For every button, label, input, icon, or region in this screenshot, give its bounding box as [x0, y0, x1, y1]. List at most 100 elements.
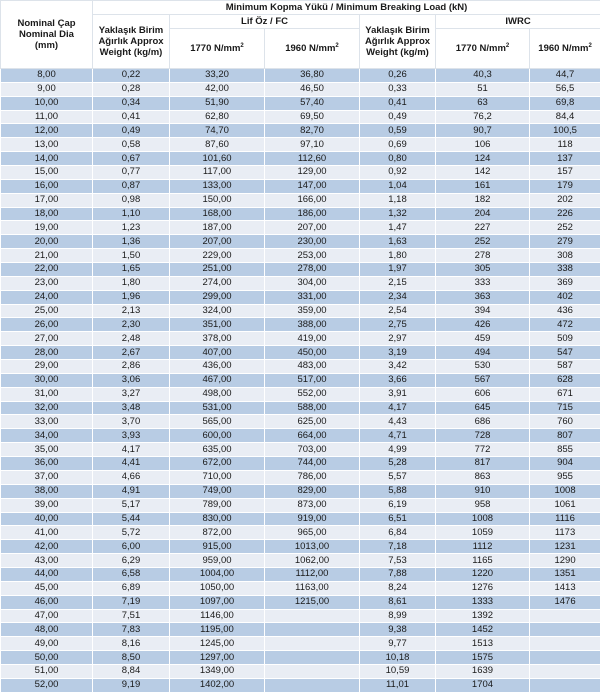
cell-weight-fc: 3,48: [92, 400, 170, 416]
cell-weight-iwrc: 2,75: [359, 317, 436, 333]
cell-weight-fc: 8,84: [92, 663, 170, 679]
cell-iwrc-1960: [528, 622, 600, 638]
cell-diameter: 24,00: [0, 289, 93, 305]
cell-weight-fc: 3,06: [92, 372, 170, 388]
cell-weight-iwrc: 10,59: [359, 663, 436, 679]
cell-diameter: 37,00: [0, 469, 93, 485]
cell-diameter: 11,00: [0, 109, 93, 125]
cell-iwrc-1960: 402: [528, 289, 600, 305]
cell-fc-1960: 919,00: [264, 511, 360, 527]
cell-weight-iwrc: 2,34: [359, 289, 436, 305]
cell-weight-fc: 0,58: [92, 137, 170, 153]
cell-iwrc-1770: 772: [435, 442, 530, 458]
table-row: 25,00 2,13 324,00 359,00 2,54 394 436: [0, 303, 600, 319]
table-row: 47,00 7,51 1146,00 8,99 1392: [0, 608, 600, 624]
cell-iwrc-1770: 686: [435, 414, 530, 430]
cell-fc-1960: 46,50: [264, 81, 360, 97]
cell-weight-iwrc: 0,92: [359, 165, 436, 180]
table-row: 10,00 0,34 51,90 57,40 0,41 63 69,8: [0, 95, 600, 111]
cell-iwrc-1960: 1351: [528, 566, 600, 582]
table-row: 31,00 3,27 498,00 552,00 3,91 606 671: [0, 386, 600, 402]
cell-iwrc-1960: 1061: [528, 497, 600, 513]
cell-iwrc-1960: 369: [528, 275, 600, 291]
cell-iwrc-1960: 436: [528, 303, 600, 319]
table-row: 23,00 1,80 274,00 304,00 2,15 333 369: [0, 275, 600, 291]
cell-fc-1960: [264, 636, 360, 652]
cell-iwrc-1960: 1008: [528, 483, 600, 499]
cell-iwrc-1960: 587: [528, 359, 600, 374]
cell-diameter: 28,00: [0, 345, 93, 361]
cell-fc-1960: 1163,00: [264, 580, 360, 596]
cell-fc-1960: 873,00: [264, 497, 360, 513]
cell-weight-iwrc: 0,49: [359, 109, 436, 125]
cell-iwrc-1770: 459: [435, 331, 530, 347]
table-row: 24,00 1,96 299,00 331,00 2,34 363 402: [0, 289, 600, 305]
table-row: 39,00 5,17 789,00 873,00 6,19 958 1061: [0, 497, 600, 513]
cell-iwrc-1770: 606: [435, 386, 530, 402]
cell-iwrc-1960: 100,5: [528, 123, 600, 139]
cell-iwrc-1770: 1112: [435, 539, 530, 555]
cell-iwrc-1770: 1165: [435, 553, 530, 568]
cell-iwrc-1770: 394: [435, 303, 530, 319]
cell-diameter: 10,00: [0, 95, 93, 111]
cell-weight-fc: 3,93: [92, 428, 170, 444]
cell-weight-fc: 3,70: [92, 414, 170, 430]
cell-weight-iwrc: 7,18: [359, 539, 436, 555]
cell-diameter: 43,00: [0, 553, 93, 568]
cell-diameter: 18,00: [0, 206, 93, 222]
cell-fc-1770: 672,00: [169, 456, 265, 471]
cell-fc-1960: 36,80: [264, 68, 360, 83]
cell-weight-iwrc: 7,53: [359, 553, 436, 568]
cell-fc-1770: 915,00: [169, 539, 265, 555]
table-row: 49,00 8,16 1245,00 9,77 1513: [0, 636, 600, 652]
cell-iwrc-1960: 157: [528, 165, 600, 180]
cell-diameter: 22,00: [0, 262, 93, 277]
table-row: 48,00 7,83 1195,00 9,38 1452: [0, 622, 600, 638]
cell-iwrc-1960: 279: [528, 234, 600, 250]
table-row: 16,00 0,87 133,00 147,00 1,04 161 179: [0, 178, 600, 194]
cell-diameter: 30,00: [0, 372, 93, 388]
table-row: 22,00 1,65 251,00 278,00 1,97 305 338: [0, 262, 600, 277]
table-row: 46,00 7,19 1097,00 1215,00 8,61 1333 1476: [0, 594, 600, 610]
cell-weight-iwrc: 1,80: [359, 248, 436, 264]
cell-fc-1960: 57,40: [264, 95, 360, 111]
cell-fc-1770: 1050,00: [169, 580, 265, 596]
cell-iwrc-1770: 76,2: [435, 109, 530, 125]
cell-fc-1770: 74,70: [169, 123, 265, 139]
table-row: 18,00 1,10 168,00 186,00 1,32 204 226: [0, 206, 600, 222]
cell-fc-1960: 664,00: [264, 428, 360, 444]
cell-iwrc-1770: 161: [435, 178, 530, 194]
cell-iwrc-1770: 278: [435, 248, 530, 264]
cell-iwrc-1770: 494: [435, 345, 530, 361]
cell-diameter: 48,00: [0, 622, 93, 638]
cell-iwrc-1770: 142: [435, 165, 530, 180]
cell-diameter: 16,00: [0, 178, 93, 194]
cell-weight-iwrc: 4,71: [359, 428, 436, 444]
cell-fc-1770: 1097,00: [169, 594, 265, 610]
table-row: 26,00 2,30 351,00 388,00 2,75 426 472: [0, 317, 600, 333]
cell-fc-1960: 207,00: [264, 220, 360, 236]
cell-iwrc-1770: 1513: [435, 636, 530, 652]
table-row: 28,00 2,67 407,00 450,00 3,19 494 547: [0, 345, 600, 361]
cell-iwrc-1770: 817: [435, 456, 530, 471]
cell-iwrc-1960: 179: [528, 178, 600, 194]
cell-fc-1960: 965,00: [264, 525, 360, 541]
cell-fc-1960: 278,00: [264, 262, 360, 277]
cell-iwrc-1960: 509: [528, 331, 600, 347]
cell-weight-fc: 0,87: [92, 178, 170, 194]
cell-weight-iwrc: 4,99: [359, 442, 436, 458]
table-row: 42,00 6,00 915,00 1013,00 7,18 1112 1231: [0, 539, 600, 555]
cell-diameter: 42,00: [0, 539, 93, 555]
cell-diameter: 45,00: [0, 580, 93, 596]
cell-iwrc-1770: 182: [435, 192, 530, 208]
cell-diameter: 8,00: [0, 68, 93, 83]
cell-weight-iwrc: 1,04: [359, 178, 436, 194]
cell-iwrc-1770: 252: [435, 234, 530, 250]
cell-iwrc-1770: 910: [435, 483, 530, 499]
cell-diameter: 47,00: [0, 608, 93, 624]
cell-iwrc-1770: 1452: [435, 622, 530, 638]
cell-iwrc-1770: 863: [435, 469, 530, 485]
cell-fc-1770: 299,00: [169, 289, 265, 305]
cell-weight-iwrc: 9,38: [359, 622, 436, 638]
